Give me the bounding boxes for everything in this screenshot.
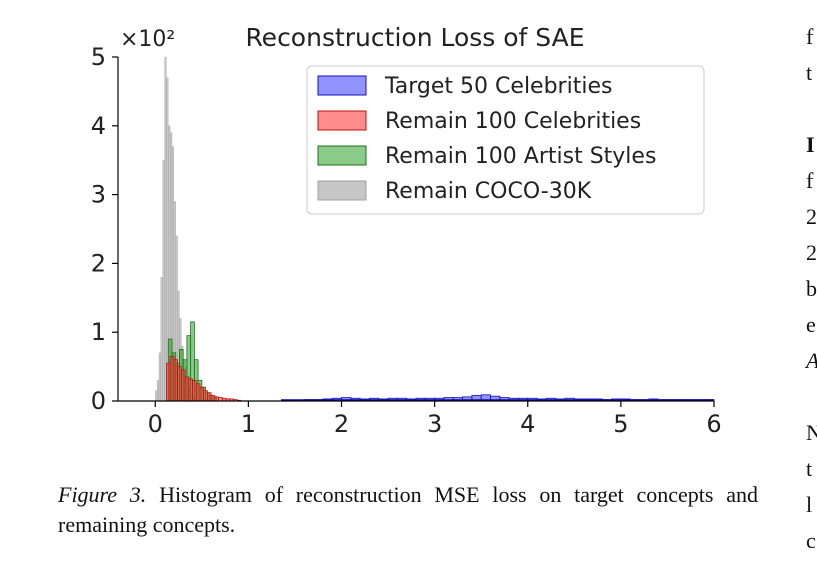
- histogram-bar: [158, 352, 161, 402]
- legend-label: Remain 100 Celebrities: [385, 109, 641, 134]
- margin-letter: I: [806, 132, 815, 157]
- caption-text: Histogram of reconstruction MSE loss on …: [58, 482, 758, 537]
- histogram-bar: [214, 396, 219, 402]
- legend-label: Target 50 Celebrities: [384, 74, 612, 99]
- x-tick-label: 5: [613, 410, 628, 438]
- histogram-bars: [155, 56, 715, 402]
- margin-letter: b: [806, 276, 817, 301]
- histogram-bar: [180, 369, 186, 402]
- margin-letter: t: [806, 60, 813, 85]
- histogram-bar: [164, 56, 167, 402]
- legend: Target 50 Celebrities Remain 100 Celebrit…: [306, 65, 705, 215]
- histogram-bar: [169, 355, 175, 402]
- y-axis-multiplier: ×10²: [120, 27, 175, 52]
- margin-letter: f: [806, 168, 814, 193]
- y-tick-label: 3: [91, 181, 106, 209]
- margin-letter: e: [806, 312, 816, 337]
- histogram-bar: [188, 378, 193, 402]
- y-tick-label: 0: [91, 387, 106, 415]
- histogram-bar: [210, 395, 216, 402]
- x-tick-label: 2: [334, 410, 349, 438]
- histogram-bar: [192, 379, 197, 402]
- chart-title: Reconstruction Loss of SAE: [245, 23, 584, 52]
- x-tick-label: 4: [520, 410, 535, 438]
- margin-letter: A: [806, 348, 817, 374]
- legend-label: Remain 100 Artist Styles: [385, 144, 656, 169]
- histogram-bar: [160, 277, 163, 402]
- x-tick-label: 0: [148, 410, 163, 438]
- histogram-bar: [177, 366, 182, 402]
- y-tick-label: 2: [91, 249, 106, 277]
- legend-frame: [306, 65, 705, 215]
- figure-caption: Figure 3. Histogram of reconstruction MS…: [58, 480, 758, 540]
- axes: 0 1 2 3 4 5 6 0 1 2 3 4 5: [91, 43, 722, 438]
- histogram-bar: [195, 383, 201, 402]
- margin-letter: t: [806, 456, 813, 481]
- margin-letter: l: [806, 492, 813, 517]
- margin-letter: 2: [806, 240, 817, 265]
- histogram-chart: 0 1 2 3 4 5 6 0 1 2 3 4 5 Reconstruction Loss of SAE…: [91, 23, 722, 438]
- legend-swatch: [317, 180, 367, 201]
- figure-label: Figure 3.: [58, 482, 147, 507]
- histogram-bar: [206, 392, 212, 402]
- margin-letter: N: [806, 420, 817, 445]
- histogram-bar: [166, 362, 171, 402]
- legend-swatch: [317, 145, 367, 166]
- histogram-bar: [203, 390, 208, 402]
- legend-label: Remain COCO-30K: [385, 179, 592, 204]
- x-tick-label: 3: [427, 410, 442, 438]
- y-tick-label: 4: [91, 112, 106, 140]
- histogram-bar: [155, 390, 158, 402]
- histogram-bar: [199, 386, 205, 402]
- histogram-bar: [173, 359, 179, 402]
- histogram-bar: [162, 160, 165, 402]
- legend-swatch: [317, 75, 367, 96]
- y-tick-label: 1: [91, 318, 106, 346]
- margin-letter: 2: [806, 204, 817, 229]
- x-tick-label: 1: [241, 410, 256, 438]
- margin-letter: c: [806, 528, 816, 553]
- y-tick-label: 5: [91, 43, 106, 71]
- histogram-bar: [156, 380, 160, 402]
- x-tick-label: 6: [706, 410, 721, 438]
- margin-letter: f: [806, 24, 814, 49]
- histogram-bar: [184, 376, 190, 402]
- legend-swatch: [317, 110, 367, 131]
